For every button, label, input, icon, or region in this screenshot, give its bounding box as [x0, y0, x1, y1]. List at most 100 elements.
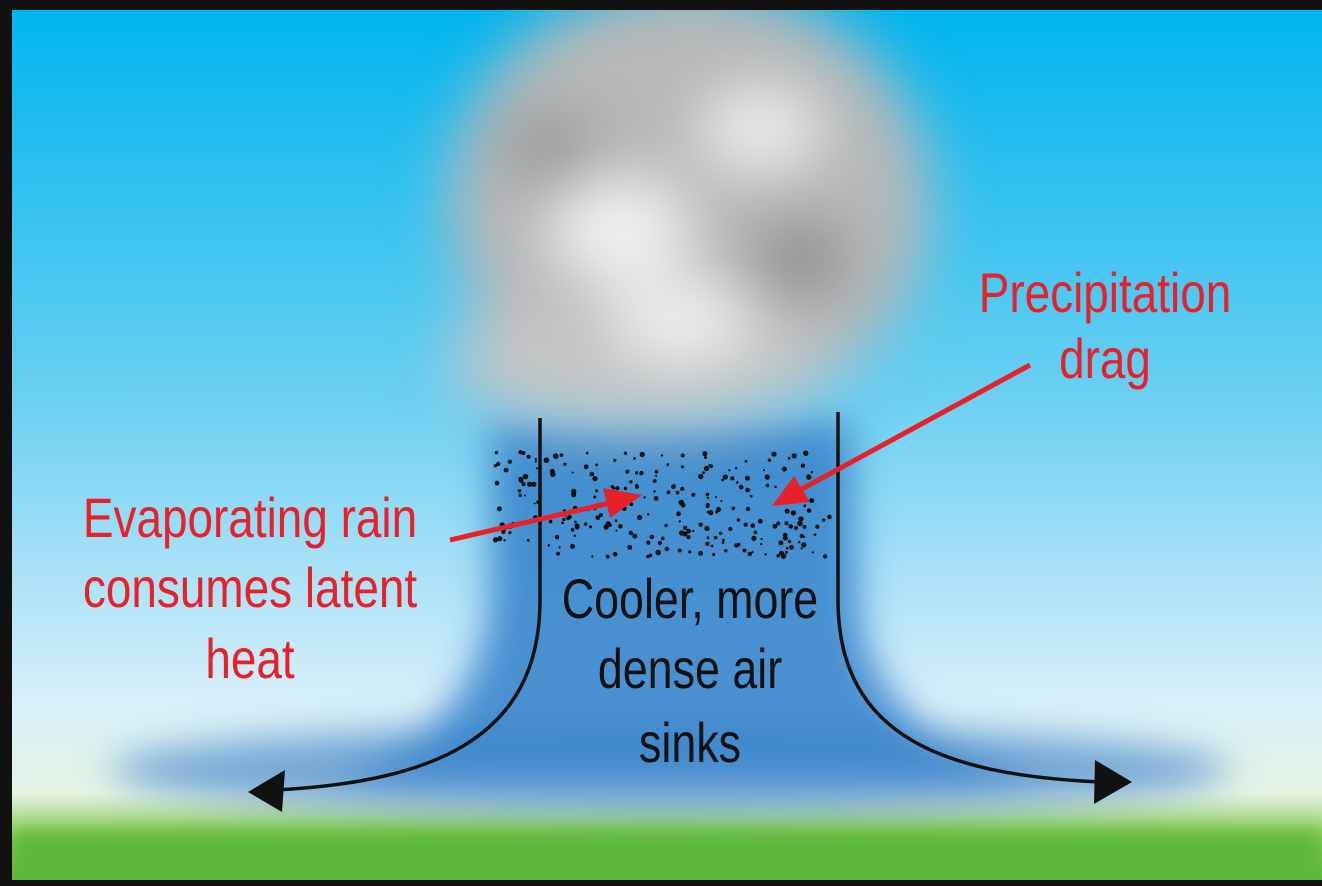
rain-dot — [627, 545, 633, 550]
rain-dot — [534, 457, 537, 461]
rain-dot — [664, 523, 668, 528]
rain-dot — [680, 453, 685, 458]
rain-dot — [722, 538, 725, 542]
rain-dot — [639, 473, 642, 476]
rain-dot — [745, 506, 751, 512]
arrowhead-right — [1094, 760, 1132, 804]
rain-dot — [675, 490, 680, 495]
rain-dot — [682, 531, 688, 537]
rain-dot — [571, 491, 577, 498]
rain-dot — [629, 480, 633, 484]
pointer-head — [603, 488, 642, 518]
rain-dot — [526, 538, 530, 542]
rain-dot — [653, 496, 659, 501]
rain-dot — [821, 518, 826, 522]
rain-dot — [527, 481, 533, 487]
rain-dot — [589, 471, 595, 477]
rain-dot — [646, 513, 650, 516]
cloud — [450, 10, 930, 430]
rain-dot — [666, 490, 671, 495]
rain-dot — [705, 502, 710, 507]
rain-dot — [797, 520, 803, 527]
rain-dot — [592, 476, 597, 481]
rain-dot — [776, 521, 781, 526]
rain-dot — [797, 540, 801, 544]
rain-dot — [625, 469, 630, 474]
rain-dot — [776, 554, 780, 558]
rain-dot — [802, 524, 807, 529]
rain-dot — [688, 550, 692, 554]
rain-dot — [558, 546, 561, 549]
rain-dot — [678, 499, 685, 506]
rain-dot — [589, 525, 593, 529]
rain-dot — [827, 514, 832, 520]
rain-dot — [605, 554, 610, 559]
label-line: sinks — [639, 711, 741, 774]
rain-dot — [574, 524, 580, 530]
rain-dot — [735, 481, 739, 484]
rain-dot — [573, 534, 576, 537]
rain-dot — [554, 535, 560, 540]
arrowhead-left — [248, 770, 285, 812]
rain-dot — [549, 468, 555, 474]
rain-dot — [730, 476, 735, 481]
rain-dot — [666, 463, 670, 466]
rain-dot — [691, 492, 696, 497]
rain-dot — [612, 486, 616, 490]
rain-dot — [728, 469, 731, 472]
rain-dot — [618, 524, 623, 529]
rain-dot — [801, 542, 807, 548]
rain-dot — [703, 465, 710, 472]
rain-dot — [654, 469, 659, 474]
rain-dot — [800, 547, 803, 550]
rain-dot — [593, 495, 597, 499]
rain-dot — [637, 514, 643, 521]
rain-dot — [595, 463, 598, 467]
rain-dot — [706, 536, 710, 540]
rain-dot — [559, 453, 564, 457]
rain-dot — [614, 519, 618, 523]
rain-dot — [784, 508, 790, 514]
rain-dot — [753, 530, 758, 534]
rain-dot — [719, 531, 723, 535]
rain-dot — [615, 485, 620, 491]
rain-dot — [744, 459, 748, 463]
rain-dot — [494, 450, 499, 455]
rain-dot — [523, 494, 526, 497]
rain-dot — [764, 474, 770, 480]
rain-dot — [736, 518, 741, 522]
label-line: Cooler, more — [562, 567, 818, 630]
rain-dot — [778, 540, 784, 546]
rain-dot — [721, 541, 725, 544]
rain-dot — [653, 490, 656, 493]
rain-dot — [635, 471, 639, 475]
label-line: Precipitation — [979, 262, 1232, 324]
rain-dot — [571, 471, 574, 474]
rain-dot — [566, 516, 571, 521]
rain-dot — [503, 539, 506, 542]
rain-dot — [686, 535, 691, 540]
rain-dot — [661, 536, 665, 541]
rain-dot — [724, 549, 728, 553]
rain-dot — [655, 474, 658, 477]
rain-dot — [657, 540, 663, 546]
rain-dot — [750, 523, 756, 528]
rain-dot — [811, 551, 814, 554]
pointer-head — [772, 476, 810, 506]
rain-dot — [517, 489, 522, 493]
rain-dot — [767, 458, 772, 462]
rain-dot — [497, 536, 503, 542]
rain-dot — [782, 535, 788, 541]
rain-dot — [646, 540, 651, 545]
rain-dot — [543, 457, 550, 464]
label-line: dense air — [598, 637, 782, 700]
label-line: heat — [205, 628, 294, 690]
rain-dot — [751, 535, 757, 542]
rain-dot — [522, 473, 529, 480]
rain-dot — [548, 519, 553, 524]
rain-dot — [747, 551, 752, 557]
rain-dot — [823, 554, 828, 559]
downdraft — [110, 420, 1230, 815]
rain-dot — [591, 555, 594, 558]
rain-dot — [757, 518, 763, 524]
